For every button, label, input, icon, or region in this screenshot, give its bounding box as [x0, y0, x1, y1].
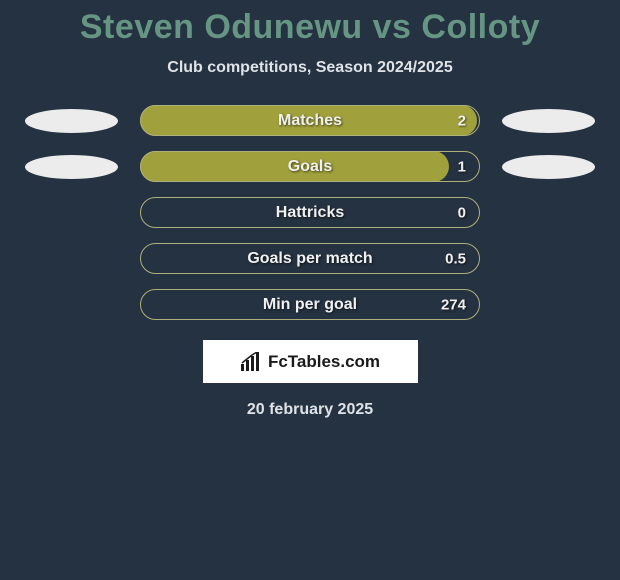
player-left-ellipse — [25, 109, 118, 133]
date-text: 20 february 2025 — [0, 401, 620, 419]
stat-row: Min per goal 274 — [0, 289, 620, 320]
stat-label: Goals per match — [247, 250, 372, 268]
stat-value: 2 — [458, 112, 466, 129]
brand-badge: FcTables.com — [203, 340, 418, 383]
stat-value: 0 — [458, 204, 466, 221]
stat-bar: Goals 1 — [140, 151, 480, 182]
stat-row: Goals 1 — [0, 151, 620, 182]
stat-value: 0.5 — [445, 250, 466, 267]
player-right-ellipse — [502, 155, 595, 179]
stat-bar: Hattricks 0 — [140, 197, 480, 228]
stat-bar: Matches 2 — [140, 105, 480, 136]
stat-rows: Matches 2 Goals 1 Hattricks 0 Goals per match 0… — [0, 105, 620, 320]
stat-label: Matches — [278, 112, 342, 130]
stat-bar: Goals per match 0.5 — [140, 243, 480, 274]
page-title: Steven Odunewu vs Colloty — [0, 0, 620, 47]
stat-row: Goals per match 0.5 — [0, 243, 620, 274]
stat-label: Hattricks — [276, 204, 344, 222]
stat-bar: Min per goal 274 — [140, 289, 480, 320]
player-left-ellipse — [25, 155, 118, 179]
stat-row: Hattricks 0 — [0, 197, 620, 228]
stat-row: Matches 2 — [0, 105, 620, 136]
stat-label: Min per goal — [263, 296, 357, 314]
chart-icon — [240, 352, 262, 372]
brand-text: FcTables.com — [268, 352, 380, 372]
player-right-ellipse — [502, 109, 595, 133]
stat-label: Goals — [288, 158, 332, 176]
subtitle: Club competitions, Season 2024/2025 — [0, 59, 620, 77]
stat-value: 274 — [441, 296, 466, 313]
stat-value: 1 — [458, 158, 466, 175]
